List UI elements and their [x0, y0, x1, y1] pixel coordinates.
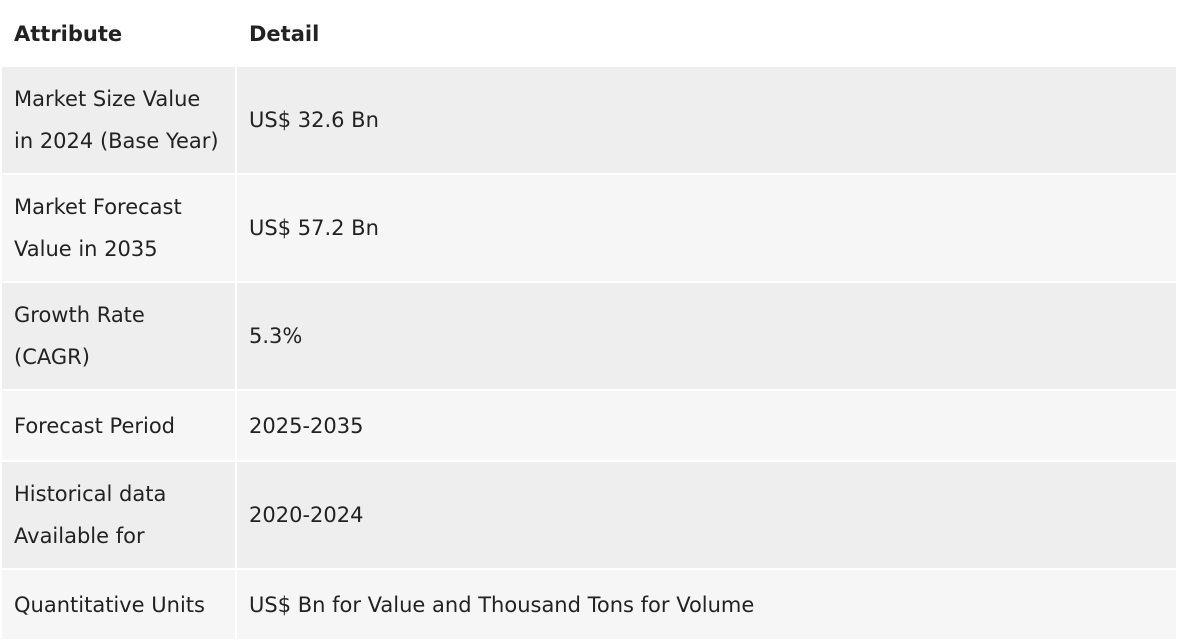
cell-detail: 2020-2024: [237, 462, 1176, 568]
cell-attribute: Quantitative Units: [2, 570, 235, 639]
cell-detail: US$ Bn for Value and Thousand Tons for V…: [237, 570, 1176, 639]
cell-attribute: Forecast Period: [2, 391, 235, 460]
table-header-row: Attribute Detail: [2, 2, 1176, 65]
table-row: Historical data Available for 2020-2024: [2, 462, 1176, 568]
header-detail: Detail: [237, 2, 1176, 65]
header-attribute: Attribute: [2, 2, 235, 65]
table-row: Market Size Value in 2024 (Base Year) US…: [2, 67, 1176, 173]
table-row: Forecast Period 2025-2035: [2, 391, 1176, 460]
cell-detail: 2025-2035: [237, 391, 1176, 460]
cell-detail: US$ 32.6 Bn: [237, 67, 1176, 173]
cell-attribute: Market Forecast Value in 2035: [2, 175, 235, 281]
cell-detail: 5.3%: [237, 283, 1176, 389]
cell-attribute: Growth Rate (CAGR): [2, 283, 235, 389]
cell-attribute: Historical data Available for: [2, 462, 235, 568]
table-row: Market Forecast Value in 2035 US$ 57.2 B…: [2, 175, 1176, 281]
table-row: Quantitative Units US$ Bn for Value and …: [2, 570, 1176, 639]
cell-detail: US$ 57.2 Bn: [237, 175, 1176, 281]
table-row: Growth Rate (CAGR) 5.3%: [2, 283, 1176, 389]
cell-attribute: Market Size Value in 2024 (Base Year): [2, 67, 235, 173]
